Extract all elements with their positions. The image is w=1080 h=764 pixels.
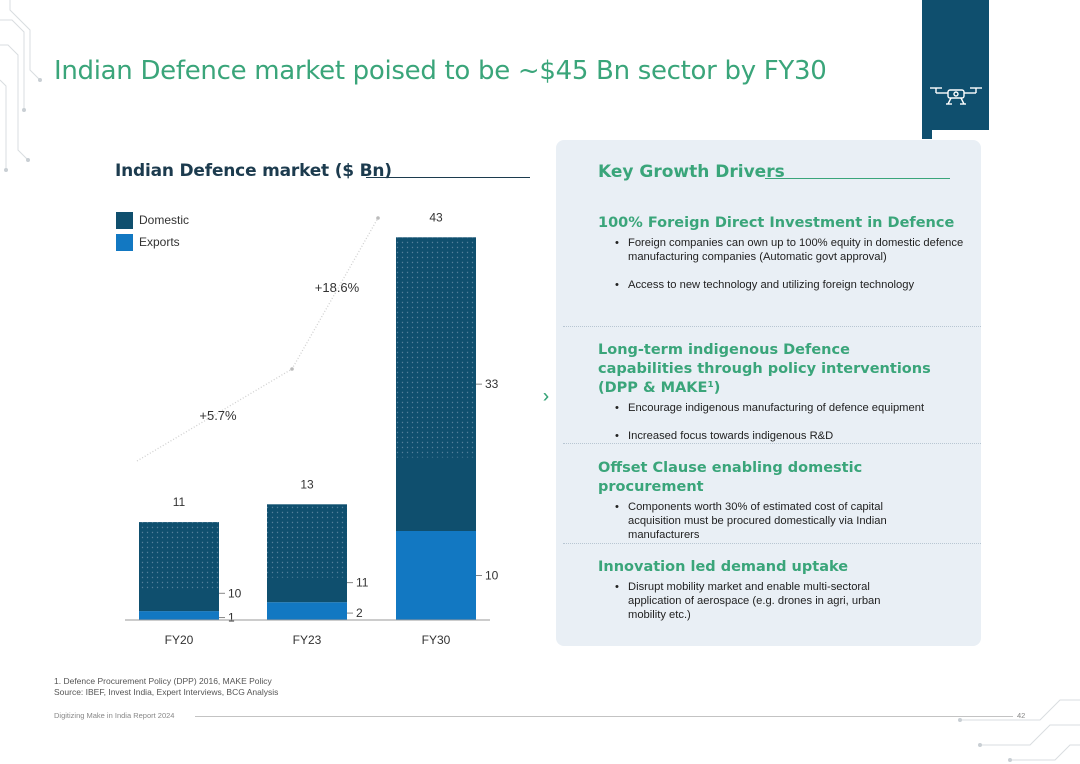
chart-title: Indian Defence market ($ Bn) xyxy=(115,161,392,181)
page-number: 42 xyxy=(1017,711,1026,720)
x-tick-label: FY23 xyxy=(293,633,322,647)
footnote-1: 1. Defence Procurement Policy (DPP) 2016… xyxy=(54,676,272,686)
bar-chart: 11 10 1 FY20 13 11 2 FY23 43 33 10 FY30 +5.7% +18.6% xyxy=(125,210,499,647)
corner-tab xyxy=(922,0,989,130)
bar-total-label: 43 xyxy=(429,210,443,224)
legend-label-domestic: Domestic xyxy=(139,213,190,227)
exports-segment-label: 10 xyxy=(485,569,499,583)
key-drivers-panel xyxy=(556,140,981,646)
bar-total-label: 11 xyxy=(173,495,186,509)
page-title: Indian Defence market poised to be ~$45 … xyxy=(54,56,827,86)
separator xyxy=(563,326,981,327)
bar-texture-fy20 xyxy=(139,522,219,589)
exports-segment-label: 2 xyxy=(356,606,363,620)
corner-square xyxy=(922,130,932,139)
driver-bullet: Increased focus towards indigenous R&D xyxy=(598,429,938,443)
driver-heading: Long-term indigenous Defence capabilitie… xyxy=(598,342,931,396)
driver-fdi: 100% Foreign Direct Investment in Defenc… xyxy=(598,214,968,306)
bar-texture-fy30 xyxy=(396,237,476,458)
x-tick-label: FY30 xyxy=(422,633,451,647)
drivers-title: Key Growth Drivers xyxy=(598,162,785,182)
domestic-segment-label: 11 xyxy=(356,576,369,590)
drivers-title-rule xyxy=(765,178,950,179)
drone-icon xyxy=(930,87,982,105)
growth-trend-line xyxy=(136,217,379,462)
footnote-source: Source: IBEF, Invest India, Expert Inter… xyxy=(54,687,279,697)
bar-exports-fy23 xyxy=(267,602,347,620)
exports-segment-label: 1 xyxy=(228,611,235,625)
driver-bullet: Components worth 30% of estimated cost o… xyxy=(598,500,968,542)
bar-exports-fy20 xyxy=(139,611,219,620)
separator xyxy=(563,443,981,444)
chart-title-rule xyxy=(366,177,530,178)
driver-bullet: Disrupt mobility market and enable multi… xyxy=(598,580,968,622)
driver-heading: Offset Clause enabling domestic procurem… xyxy=(598,460,863,495)
legend-swatch-domestic xyxy=(116,211,133,229)
footer-report-name: Digitizing Make in India Report 2024 xyxy=(54,711,175,720)
footnotes: 1. Defence Procurement Policy (DPP) 2016… xyxy=(54,676,278,698)
domestic-segment-label: 10 xyxy=(228,586,242,600)
footer-rule xyxy=(195,716,1013,717)
bar-total-label: 13 xyxy=(300,477,314,491)
driver-heading: Innovation led demand uptake xyxy=(598,559,849,575)
domestic-segment-label: 33 xyxy=(485,377,499,391)
chart-legend: Domestic Exports xyxy=(116,209,189,253)
growth-trend-point xyxy=(290,367,294,371)
growth-label-fy20-fy23: +5.7% xyxy=(199,408,237,423)
driver-bullet: Encourage indigenous manufacturing of de… xyxy=(598,401,938,415)
legend-item-exports: Exports xyxy=(116,231,189,253)
separator xyxy=(563,543,981,544)
driver-bullet: Access to new technology and utilizing f… xyxy=(598,278,968,292)
driver-bullet: Foreign companies can own up to 100% equ… xyxy=(598,236,968,264)
driver-innovation: Innovation led demand uptake Disrupt mob… xyxy=(598,558,968,636)
x-tick-label: FY20 xyxy=(165,633,194,647)
legend-swatch-exports xyxy=(116,233,133,251)
driver-offset: Offset Clause enabling domestic procurem… xyxy=(598,459,968,556)
growth-label-fy23-fy30: +18.6% xyxy=(315,280,360,295)
driver-heading: 100% Foreign Direct Investment in Defenc… xyxy=(598,215,955,231)
bar-exports-fy30 xyxy=(396,531,476,620)
bar-texture-fy23 xyxy=(267,504,347,578)
legend-label-exports: Exports xyxy=(139,235,180,249)
driver-indigenous: Long-term indigenous Defence capabilitie… xyxy=(598,341,938,457)
growth-trend-point xyxy=(376,216,380,220)
legend-item-domestic: Domestic xyxy=(116,209,189,231)
